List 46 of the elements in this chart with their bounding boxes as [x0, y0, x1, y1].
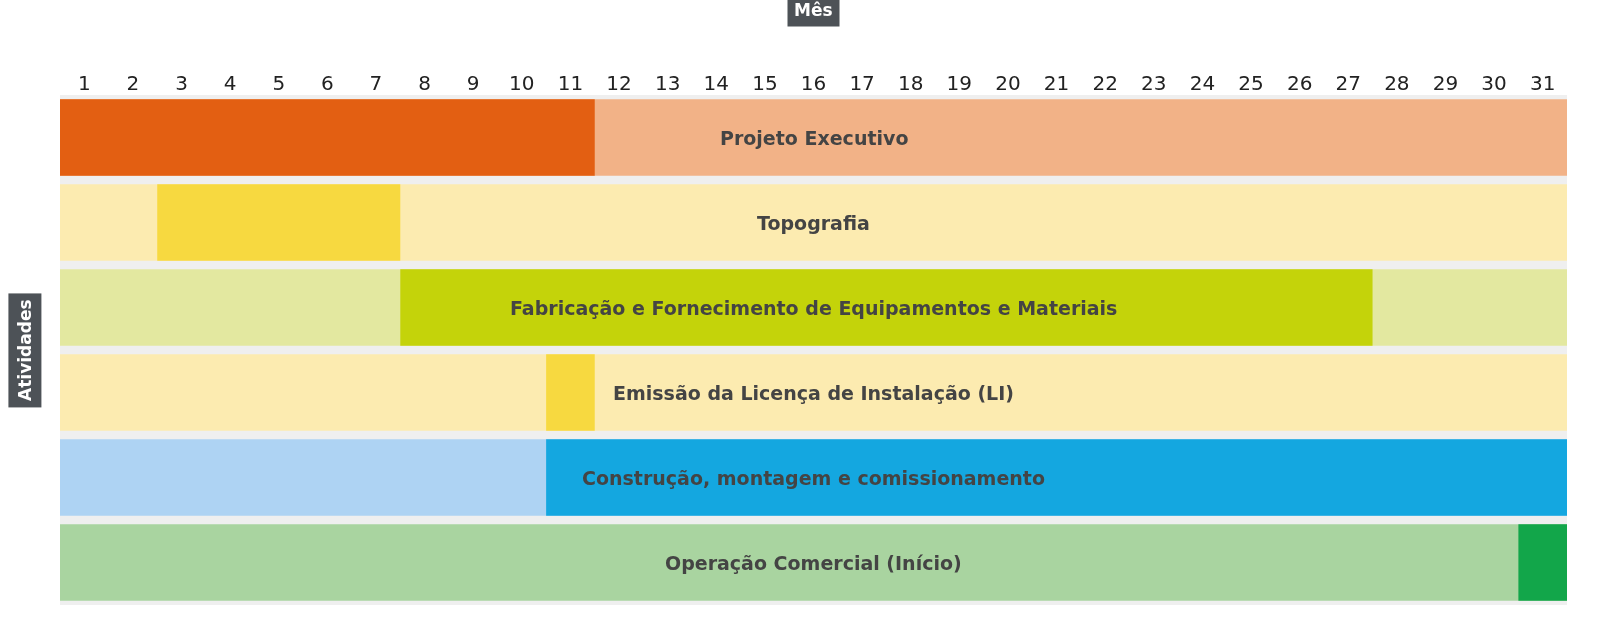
x-tick-label: 11	[557, 71, 584, 95]
y-tick-label: Projeto Executivo	[720, 127, 909, 149]
x-tick-label: 26	[1286, 71, 1313, 95]
x-tick-label: 15	[752, 71, 778, 95]
y-axis-title: Atividades	[14, 299, 35, 401]
x-tick-label: 30	[1481, 71, 1507, 95]
x-tick-label: 28	[1384, 71, 1410, 95]
x-tick-label: 18	[898, 71, 924, 95]
x-tick-label: 5	[272, 71, 286, 95]
x-tick-label: 25	[1238, 71, 1264, 95]
y-tick-label: Fabricação e Fornecimento de Equipamentos e Materiais	[510, 297, 1118, 319]
x-tick-label: 2	[126, 71, 140, 95]
x-tick-label: 20	[995, 71, 1021, 95]
bar	[400, 269, 1373, 346]
y-tick-label: Construção, montagem e comissionamento	[582, 467, 1045, 489]
x-tick-label: 24	[1189, 71, 1216, 95]
x-tick-label: 17	[849, 71, 875, 95]
bar	[1518, 524, 1567, 601]
x-tick-label: 10	[509, 71, 535, 95]
x-tick-label: 19	[946, 71, 973, 95]
x-tick-label: 6	[321, 71, 334, 95]
x-tick-label: 3	[175, 71, 188, 95]
x-tick-label: 9	[466, 71, 480, 95]
bar	[60, 354, 1567, 431]
x-tick-label: 1	[77, 71, 91, 95]
x-tick-label: 31	[1529, 71, 1556, 95]
bar	[546, 354, 595, 431]
y-tick-label: Operação Comercial (Início)	[665, 552, 962, 574]
bar	[60, 99, 595, 176]
x-tick-label: 16	[800, 71, 827, 95]
bar	[157, 184, 401, 261]
x-tick-label: 27	[1335, 71, 1361, 95]
x-tick-label: 12	[606, 71, 632, 95]
x-tick-label: 7	[369, 71, 383, 95]
x-tick-label: 22	[1092, 71, 1118, 95]
x-tick-label: 13	[654, 71, 681, 95]
bar	[546, 439, 1567, 516]
x-tick-label: 23	[1141, 71, 1167, 95]
y-tick-label: Topografia	[757, 212, 870, 234]
x-tick-label: 8	[418, 71, 431, 95]
x-tick-label: 4	[223, 71, 237, 95]
x-tick-label: 29	[1432, 71, 1459, 95]
y-tick-label: Emissão da Licença de Instalação (LI)	[613, 382, 1014, 404]
x-tick-label: 21	[1043, 71, 1070, 95]
x-axis-title: Mês	[794, 0, 833, 20]
x-tick-label: 14	[703, 71, 729, 95]
